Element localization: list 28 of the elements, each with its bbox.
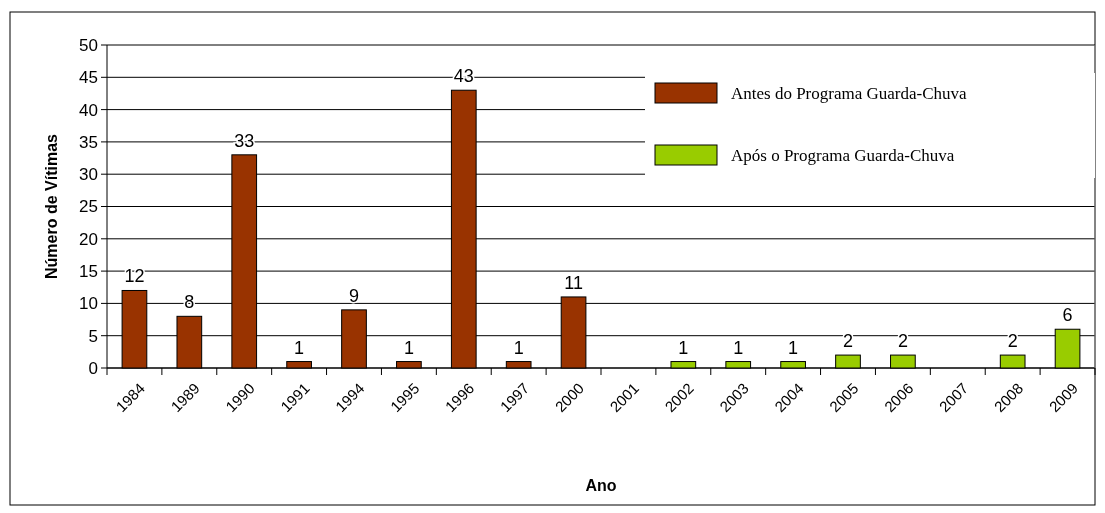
- data-label: 1: [733, 337, 744, 358]
- y-tick-label: 10: [79, 294, 98, 314]
- data-label: 2: [842, 331, 854, 352]
- legend-label: Antes do Programa Guarda-Chuva: [731, 83, 968, 103]
- y-tick-label: 15: [79, 262, 98, 282]
- data-label: 2: [897, 331, 908, 352]
- data-label: 1: [678, 337, 689, 358]
- data-label: 1: [294, 337, 305, 358]
- x-axis-title: Ano: [585, 477, 617, 494]
- y-tick-label: 35: [79, 132, 98, 152]
- data-label: 1: [403, 337, 414, 358]
- data-label: 6: [1062, 305, 1073, 326]
- data-label: 11: [564, 272, 583, 293]
- y-tick-label: 40: [79, 100, 98, 120]
- data-label: 1: [788, 337, 799, 358]
- y-tick-label: 30: [79, 165, 98, 185]
- data-label: 2: [1007, 331, 1018, 352]
- y-tick-label: 25: [79, 197, 98, 217]
- y-tick-label: 50: [79, 35, 98, 55]
- data-label: 12: [124, 266, 145, 287]
- y-axis-title: Número de Vítimas: [43, 133, 60, 279]
- data-label: 9: [348, 285, 360, 306]
- data-label: 1: [513, 337, 524, 358]
- y-tick-label: 0: [88, 358, 98, 378]
- y-tick-label: 20: [79, 229, 98, 249]
- y-tick-label: 5: [88, 326, 98, 346]
- y-tick-label: 45: [79, 68, 98, 88]
- legend-label: Após o Programa Guarda-Chuva: [731, 145, 955, 165]
